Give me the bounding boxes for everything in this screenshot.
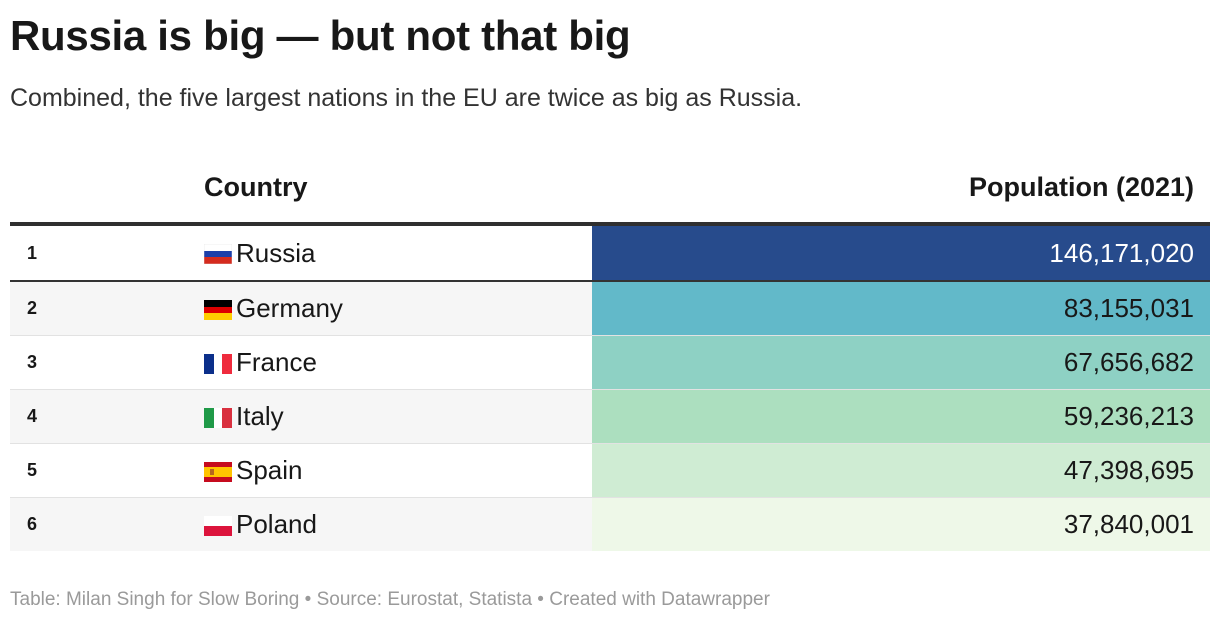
- population-cell: 67,656,682: [592, 336, 1210, 389]
- table-row: 5 Spain 47,398,695: [10, 444, 1210, 498]
- country-cell: Spain: [204, 444, 303, 497]
- country-name: Russia: [236, 237, 316, 268]
- country-name: Italy: [236, 401, 284, 431]
- population-cell: 146,171,020: [592, 226, 1210, 280]
- population-cell: 47,398,695: [592, 444, 1210, 497]
- country-cell: Poland: [204, 498, 317, 551]
- rank-cell: 6: [27, 514, 38, 534]
- population-table: Country Population (2021) 1 Russia 146,1…: [10, 160, 1210, 551]
- country-name: Spain: [236, 455, 303, 485]
- column-header-population[interactable]: Population (2021): [968, 172, 1194, 202]
- table-row: 3 France 67,656,682: [10, 336, 1210, 390]
- population-cell: 59,236,213: [592, 390, 1210, 443]
- france-flag-icon: [204, 353, 232, 374]
- rank-cell: 3: [27, 352, 38, 372]
- country-cell: Germany: [204, 282, 343, 335]
- table-row: 4 Italy 59,236,213: [10, 390, 1210, 444]
- italy-flag-icon: [204, 407, 232, 428]
- rank-cell: 5: [27, 460, 38, 480]
- country-name: France: [236, 347, 317, 377]
- table-row: 2 Germany 83,155,031: [10, 282, 1210, 336]
- country-name: Poland: [236, 509, 317, 539]
- country-name: Germany: [236, 293, 343, 323]
- population-cell: 37,840,001: [592, 498, 1210, 551]
- country-cell: Russia: [204, 226, 315, 280]
- table-row: 1 Russia 146,171,020: [10, 226, 1210, 282]
- country-cell: Italy: [204, 390, 284, 443]
- page-title: Russia is big — but not that big: [10, 12, 631, 59]
- poland-flag-icon: [204, 515, 232, 536]
- spain-flag-icon: [204, 461, 232, 482]
- rank-cell: 4: [27, 406, 38, 426]
- rank-cell: 1: [27, 242, 38, 263]
- column-header-country[interactable]: Country: [204, 172, 308, 202]
- table-row: 6 Poland 37,840,001: [10, 498, 1210, 551]
- population-cell: 83,155,031: [592, 282, 1210, 335]
- page-subtitle: Combined, the five largest nations in th…: [10, 84, 803, 112]
- table-header: Country Population (2021): [10, 160, 1210, 226]
- rank-cell: 2: [27, 298, 38, 318]
- russia-flag-icon: [204, 244, 232, 264]
- source-footer: Table: Milan Singh for Slow Boring • Sou…: [10, 589, 770, 610]
- germany-flag-icon: [204, 299, 232, 320]
- country-cell: France: [204, 336, 317, 389]
